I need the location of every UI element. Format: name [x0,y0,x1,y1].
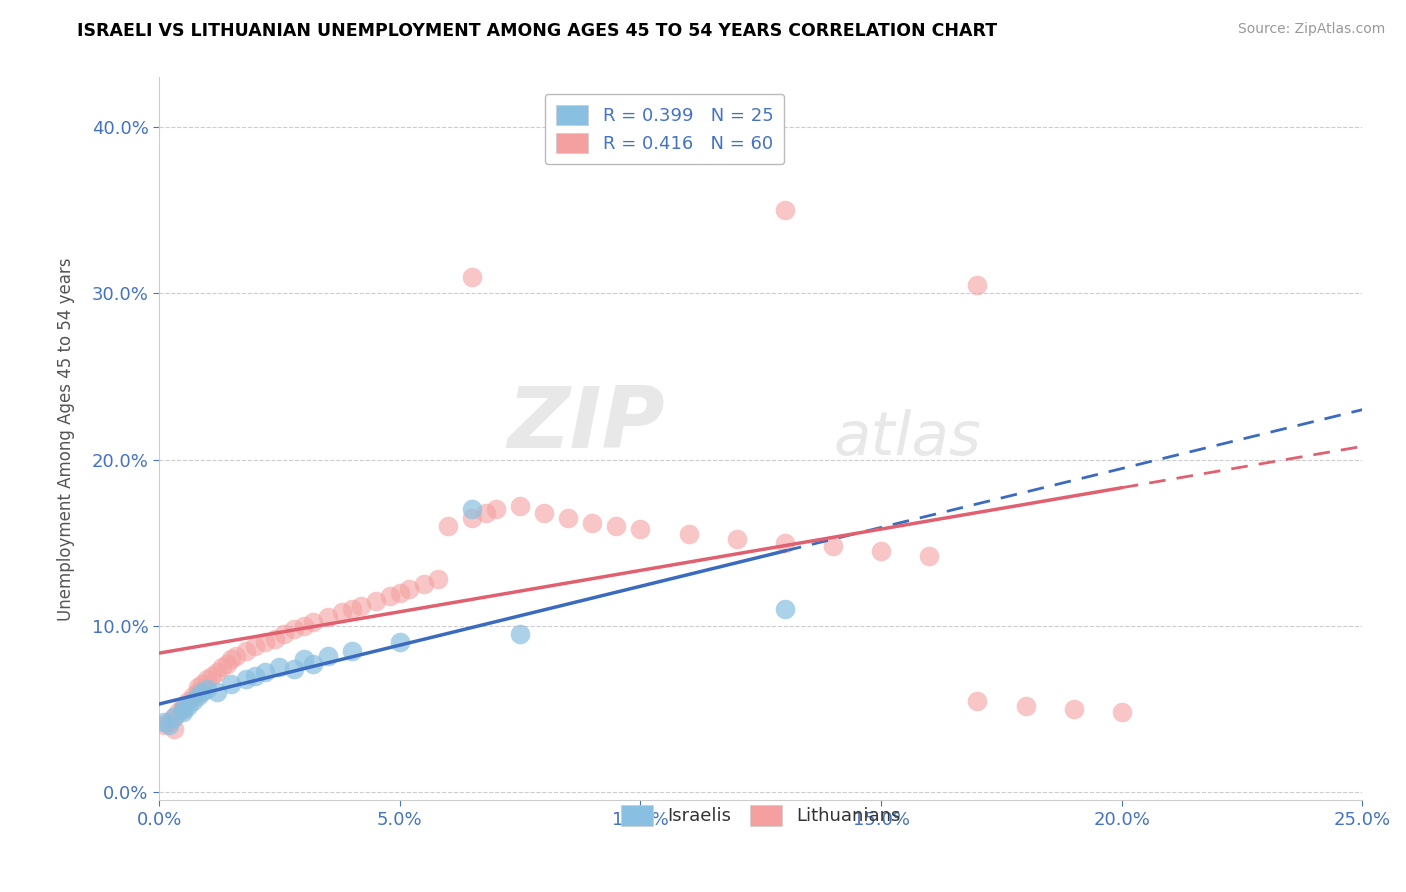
Point [235,643,257,657]
Point [253,665,276,680]
Point [485,502,508,516]
Point [162,722,184,736]
Point [821,539,844,553]
Point [773,602,796,616]
Point [167,705,190,719]
Point [177,698,200,713]
Point [533,506,555,520]
Point [172,702,194,716]
Point [630,522,652,536]
Point [725,533,748,547]
Point [966,278,988,293]
Point [283,622,305,636]
Point [461,269,484,284]
Point [316,610,339,624]
Point [509,627,531,641]
Point [205,685,228,699]
Point [340,602,363,616]
Y-axis label: Unemployment Among Ages 45 to 54 years: Unemployment Among Ages 45 to 54 years [58,257,75,621]
Point [153,715,176,730]
Point [172,705,194,719]
Point [581,516,603,530]
Point [177,693,200,707]
Point [211,660,233,674]
Point [253,635,276,649]
Point [273,627,295,641]
Text: Source: ZipAtlas.com: Source: ZipAtlas.com [1237,22,1385,37]
Point [388,635,411,649]
Point [283,662,305,676]
Point [187,689,209,703]
Point [350,599,373,613]
Point [773,535,796,549]
Point [225,648,247,663]
Point [398,582,420,597]
Point [221,652,243,666]
Point [153,718,176,732]
Point [316,648,339,663]
Point [205,665,228,680]
Point [870,544,893,558]
Point [427,572,450,586]
Point [235,672,257,686]
Point [461,510,484,524]
Point [388,585,411,599]
Point [412,577,434,591]
Point [380,589,402,603]
Point [340,643,363,657]
Point [245,639,267,653]
Point [773,203,796,218]
Point [292,652,315,666]
Point [187,685,209,699]
Point [1111,705,1133,719]
Point [191,677,214,691]
Point [263,632,285,646]
Point [191,685,214,699]
Point [437,519,460,533]
Point [201,668,224,682]
Point [195,681,218,696]
Text: ISRAELI VS LITHUANIAN UNEMPLOYMENT AMONG AGES 45 TO 54 YEARS CORRELATION CHART: ISRAELI VS LITHUANIAN UNEMPLOYMENT AMONG… [77,22,997,40]
Point [557,510,579,524]
Point [364,594,387,608]
Point [509,499,531,513]
Legend: Israelis, Lithuanians: Israelis, Lithuanians [612,796,910,835]
Point [475,506,498,520]
Text: atlas: atlas [832,409,981,468]
Point [269,660,291,674]
Point [172,698,194,713]
Point [181,689,204,703]
Point [181,693,204,707]
Point [678,527,700,541]
Point [221,677,243,691]
Point [172,702,194,716]
Point [162,710,184,724]
Point [1063,702,1085,716]
Point [302,657,325,671]
Text: ZIP: ZIP [508,383,665,466]
Point [918,549,941,563]
Point [605,519,627,533]
Point [187,680,209,694]
Point [302,615,325,630]
Point [157,715,180,730]
Point [292,619,315,633]
Point [966,693,988,707]
Point [157,718,180,732]
Point [1014,698,1036,713]
Point [245,668,267,682]
Point [195,672,218,686]
Point [461,502,484,516]
Point [162,710,184,724]
Point [330,606,353,620]
Point [215,657,238,671]
